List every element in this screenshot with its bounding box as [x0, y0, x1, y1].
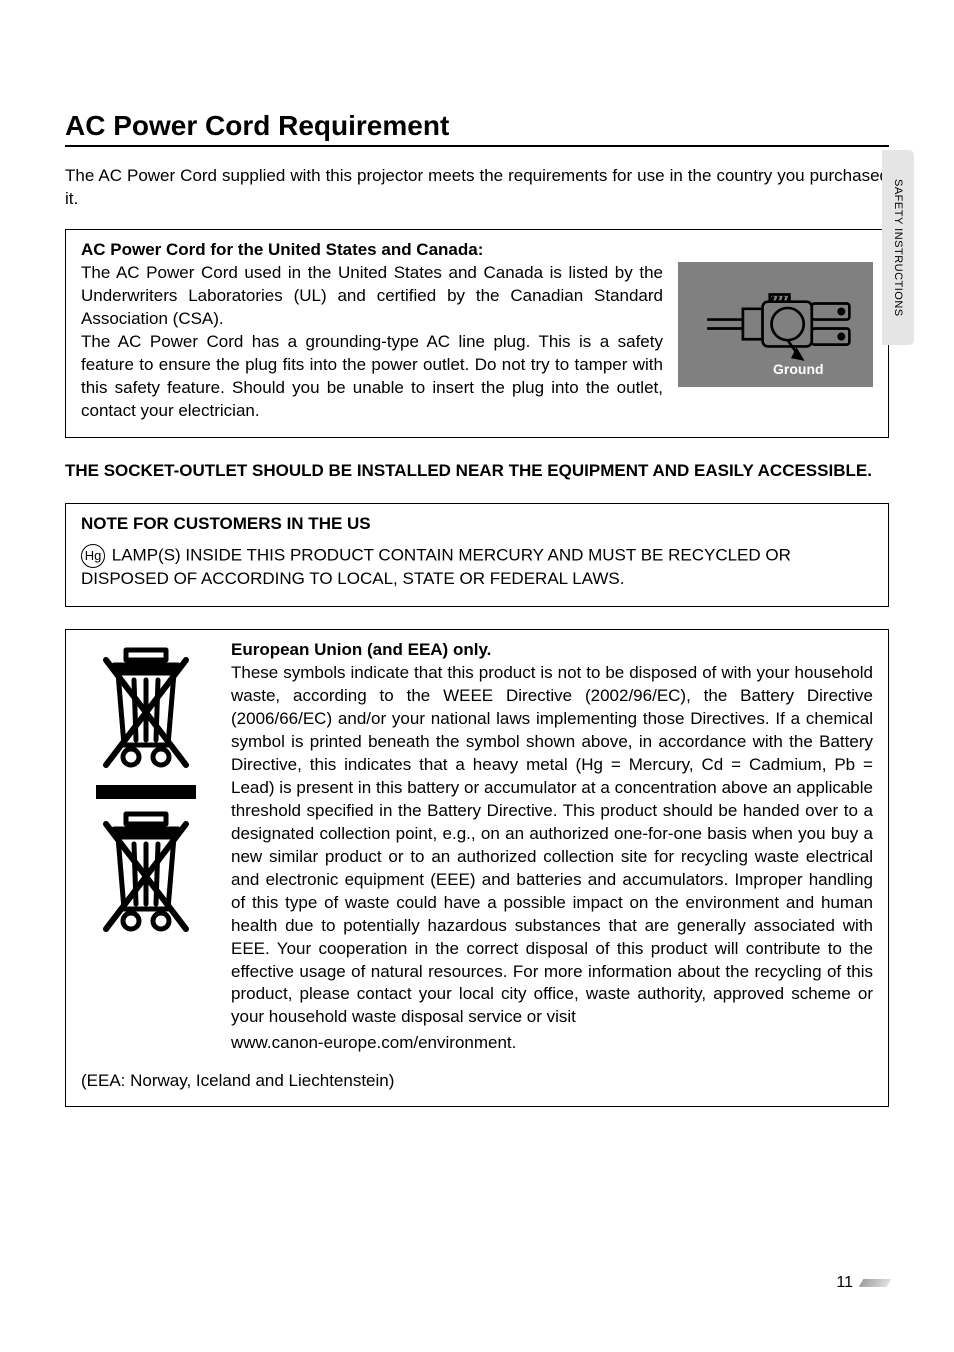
eu-body: These symbols indicate that this product… [231, 662, 873, 1029]
us-canada-para2: The AC Power Cord has a grounding-type A… [81, 332, 663, 420]
page-number-container: 11 [836, 1274, 889, 1292]
weee-icons-column [81, 640, 211, 1053]
weee-bin-icon [96, 645, 196, 775]
us-canada-title: AC Power Cord for the United States and … [81, 240, 873, 260]
us-canada-para1: The AC Power Cord used in the United Sta… [81, 263, 663, 328]
eu-text-column: European Union (and EEA) only. These sym… [231, 640, 873, 1053]
page-container: SAFETY INSTRUCTIONS AC Power Cord Requir… [0, 0, 954, 1179]
us-customer-title: NOTE FOR CUSTOMERS IN THE US [81, 514, 873, 534]
intro-paragraph: The AC Power Cord supplied with this pro… [65, 165, 889, 211]
us-canada-text: The AC Power Cord used in the United Sta… [81, 262, 663, 423]
mercury-notice: Hg LAMP(S) INSIDE THIS PRODUCT CONTAIN M… [81, 544, 873, 591]
us-canada-box: AC Power Cord for the United States and … [65, 229, 889, 439]
eu-box: European Union (and EEA) only. These sym… [65, 629, 889, 1107]
plug-icon [691, 282, 861, 367]
eu-url: www.canon-europe.com/environment. [231, 1033, 873, 1053]
weee-black-bar [96, 785, 196, 799]
eu-title: European Union (and EEA) only. [231, 640, 873, 660]
hg-icon: Hg [81, 544, 105, 568]
eu-content: European Union (and EEA) only. These sym… [81, 640, 873, 1053]
page-title: AC Power Cord Requirement [65, 110, 889, 147]
us-canada-content: The AC Power Cord used in the United Sta… [81, 262, 873, 423]
socket-outlet-note: THE SOCKET-OUTLET SHOULD BE INSTALLED NE… [65, 460, 889, 483]
page-number: 11 [836, 1274, 853, 1292]
weee-bin-icon-2 [96, 809, 196, 939]
plug-illustration: Ground [678, 262, 873, 387]
eea-note: (EEA: Norway, Iceland and Liechtenstein) [81, 1071, 873, 1091]
ground-label: Ground [773, 361, 824, 377]
us-customer-box: NOTE FOR CUSTOMERS IN THE US Hg LAMP(S) … [65, 503, 889, 607]
page-accent-icon [859, 1279, 892, 1287]
sidebar-label: SAFETY INSTRUCTIONS [892, 179, 904, 317]
mercury-text: LAMP(S) INSIDE THIS PRODUCT CONTAIN MERC… [81, 546, 791, 589]
sidebar-tab: SAFETY INSTRUCTIONS [882, 150, 914, 345]
